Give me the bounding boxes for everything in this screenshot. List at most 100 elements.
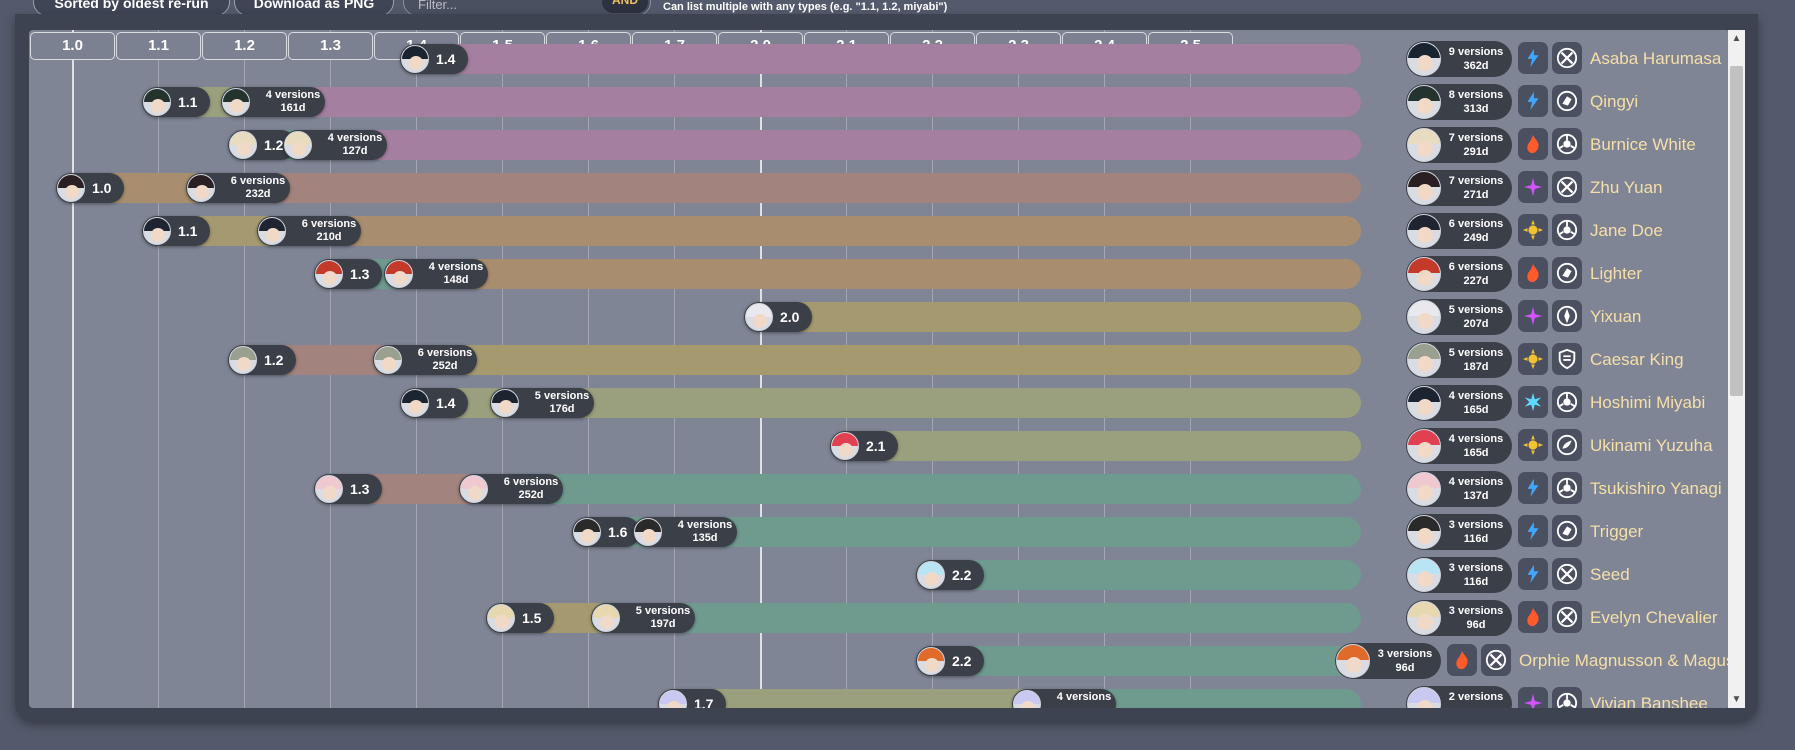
rerun-gap-text: 4 versions 161d <box>253 89 333 115</box>
release-version-badge[interactable]: 1.7 <box>658 689 726 708</box>
rerun-gap-text: 4 versions <box>1044 691 1124 704</box>
current-gap-versions: 5 versions <box>1448 347 1504 359</box>
attack-role-icon <box>1552 171 1582 203</box>
vertical-scrollbar[interactable]: ▲ ▼ <box>1728 30 1745 708</box>
current-gap-days: 165d <box>1463 447 1489 459</box>
rerun-gap-badge[interactable]: 6 versions 252d <box>459 474 563 504</box>
character-name[interactable]: Vivian Banshee <box>1590 694 1708 708</box>
character-name[interactable]: Seed <box>1590 565 1630 584</box>
character-avatar <box>491 389 519 417</box>
current-gap-badge[interactable]: 7 versions 291d <box>1406 127 1512 163</box>
release-version-badge[interactable]: 2.1 <box>830 431 898 461</box>
character-name[interactable]: Caesar King <box>1590 350 1684 369</box>
current-gap-days: 116d <box>1463 533 1489 545</box>
character-name[interactable]: Orphie Magnusson & Magus <box>1519 651 1730 670</box>
release-version-badge[interactable]: 2.2 <box>916 646 984 676</box>
release-version-badge[interactable]: 1.4 <box>400 44 468 74</box>
release-version-label: 2.1 <box>866 438 886 454</box>
release-version-badge[interactable]: 1.3 <box>314 474 382 504</box>
rerun-gap-badge[interactable]: 5 versions 197d <box>591 603 695 633</box>
current-gap-badge[interactable]: 5 versions 187d <box>1406 342 1512 378</box>
release-version-badge[interactable]: 1.2 <box>228 345 296 375</box>
track-segment <box>1064 689 1361 708</box>
and-toggle-button[interactable]: AND <box>602 0 648 13</box>
rerun-gap-badge[interactable]: 4 versions 127d <box>283 130 387 160</box>
rerun-gap-badge[interactable]: 4 versions 135d <box>633 517 737 547</box>
physical-element-icon <box>1518 214 1548 246</box>
release-version-badge[interactable]: 2.0 <box>744 302 812 332</box>
character-name[interactable]: Burnice White <box>1590 135 1696 154</box>
rerun-gap-text: 6 versions 252d <box>491 476 571 502</box>
current-gap-badge[interactable]: 3 versions 116d <box>1406 514 1512 550</box>
character-name[interactable]: Asaba Harumasa <box>1590 49 1722 68</box>
character-summary: 4 versions 165d Hoshimi Miyabi <box>1406 382 1729 421</box>
current-gap-badge[interactable]: 4 versions 165d <box>1406 385 1512 421</box>
character-name[interactable]: Lighter <box>1590 264 1642 283</box>
scroll-down-arrow[interactable]: ▼ <box>1731 694 1742 705</box>
character-name[interactable]: Tsukishiro Yanagi <box>1590 479 1722 498</box>
version-tick-1.0[interactable]: 1.0 <box>30 32 115 60</box>
current-gap-versions: 7 versions <box>1448 175 1504 187</box>
release-version-badge[interactable]: 1.5 <box>486 603 554 633</box>
scroll-up-arrow[interactable]: ▲ <box>1731 33 1742 44</box>
track-segment <box>542 388 1361 418</box>
current-gap-versions: 3 versions <box>1448 519 1504 531</box>
current-gap-badge[interactable]: 2 versions <box>1406 686 1512 708</box>
current-gap-text: 9 versions 362d <box>1442 45 1510 73</box>
rerun-gap-badge[interactable]: 6 versions 210d <box>257 216 361 246</box>
current-gap-versions: 4 versions <box>1448 390 1504 402</box>
character-track <box>400 44 1361 74</box>
grid-line <box>72 30 74 708</box>
release-version-badge[interactable]: 1.1 <box>142 216 210 246</box>
release-version-badge[interactable]: 1.3 <box>314 259 382 289</box>
current-gap-versions: 8 versions <box>1448 89 1504 101</box>
character-avatar <box>229 131 257 159</box>
version-tick-1.2[interactable]: 1.2 <box>202 32 287 60</box>
character-name[interactable]: Evelyn Chevalier <box>1590 608 1718 627</box>
character-name[interactable]: Trigger <box>1590 522 1644 541</box>
rerun-gap-badge[interactable]: 6 versions 252d <box>373 345 477 375</box>
current-gap-badge[interactable]: 4 versions 165d <box>1406 428 1512 464</box>
character-avatar <box>1013 690 1041 708</box>
character-avatar <box>1407 85 1441 119</box>
character-avatar <box>1407 687 1441 708</box>
release-version-badge[interactable]: 1.4 <box>400 388 468 418</box>
rerun-gap-badge[interactable]: 4 versions 148d <box>384 259 488 289</box>
track-segment <box>916 560 1361 590</box>
current-gap-badge[interactable]: 3 versions 96d <box>1406 600 1512 636</box>
current-gap-badge[interactable]: 6 versions 227d <box>1406 256 1512 292</box>
release-version-badge[interactable]: 1.0 <box>56 173 124 203</box>
character-avatar <box>187 174 215 202</box>
release-version-badge[interactable]: 2.2 <box>916 560 984 590</box>
current-gap-badge[interactable]: 4 versions 137d <box>1406 471 1512 507</box>
character-name[interactable]: Hoshimi Miyabi <box>1590 393 1706 412</box>
character-name[interactable]: Jane Doe <box>1590 221 1663 240</box>
rerun-gap-badge[interactable]: 6 versions 232d <box>186 173 290 203</box>
character-name[interactable]: Qingyi <box>1590 92 1639 111</box>
rerun-gap-badge[interactable]: 4 versions 161d <box>221 87 325 117</box>
current-gap-badge[interactable]: 3 versions 116d <box>1406 557 1512 593</box>
current-gap-badge[interactable]: 3 versions 96d <box>1335 643 1441 679</box>
release-version-badge[interactable]: 1.6 <box>572 517 640 547</box>
character-name[interactable]: Zhu Yuan <box>1590 178 1663 197</box>
current-gap-badge[interactable]: 8 versions 313d <box>1406 84 1512 120</box>
scroll-thumb[interactable] <box>1730 66 1743 396</box>
rerun-gap-badge[interactable]: 5 versions 176d <box>490 388 594 418</box>
attack-role-icon <box>1481 644 1511 676</box>
character-avatar <box>1407 171 1441 205</box>
rerun-gap-badge[interactable]: 4 versions <box>1012 689 1116 708</box>
release-version-badge[interactable]: 1.2 <box>228 130 296 160</box>
current-gap-badge[interactable]: 9 versions 362d <box>1406 41 1512 77</box>
filter-input[interactable] <box>418 0 568 13</box>
character-avatar <box>1407 558 1441 592</box>
character-name[interactable]: Ukinami Yuzuha <box>1590 436 1713 455</box>
version-tick-1.1[interactable]: 1.1 <box>116 32 201 60</box>
release-version-label: 1.4 <box>436 395 456 411</box>
version-tick-1.3[interactable]: 1.3 <box>288 32 373 60</box>
character-name[interactable]: Yixuan <box>1590 307 1642 326</box>
release-version-badge[interactable]: 1.1 <box>142 87 210 117</box>
current-gap-badge[interactable]: 6 versions 249d <box>1406 213 1512 249</box>
current-gap-badge[interactable]: 5 versions 207d <box>1406 299 1512 335</box>
current-gap-badge[interactable]: 7 versions 271d <box>1406 170 1512 206</box>
release-version-label: 1.6 <box>608 524 628 540</box>
